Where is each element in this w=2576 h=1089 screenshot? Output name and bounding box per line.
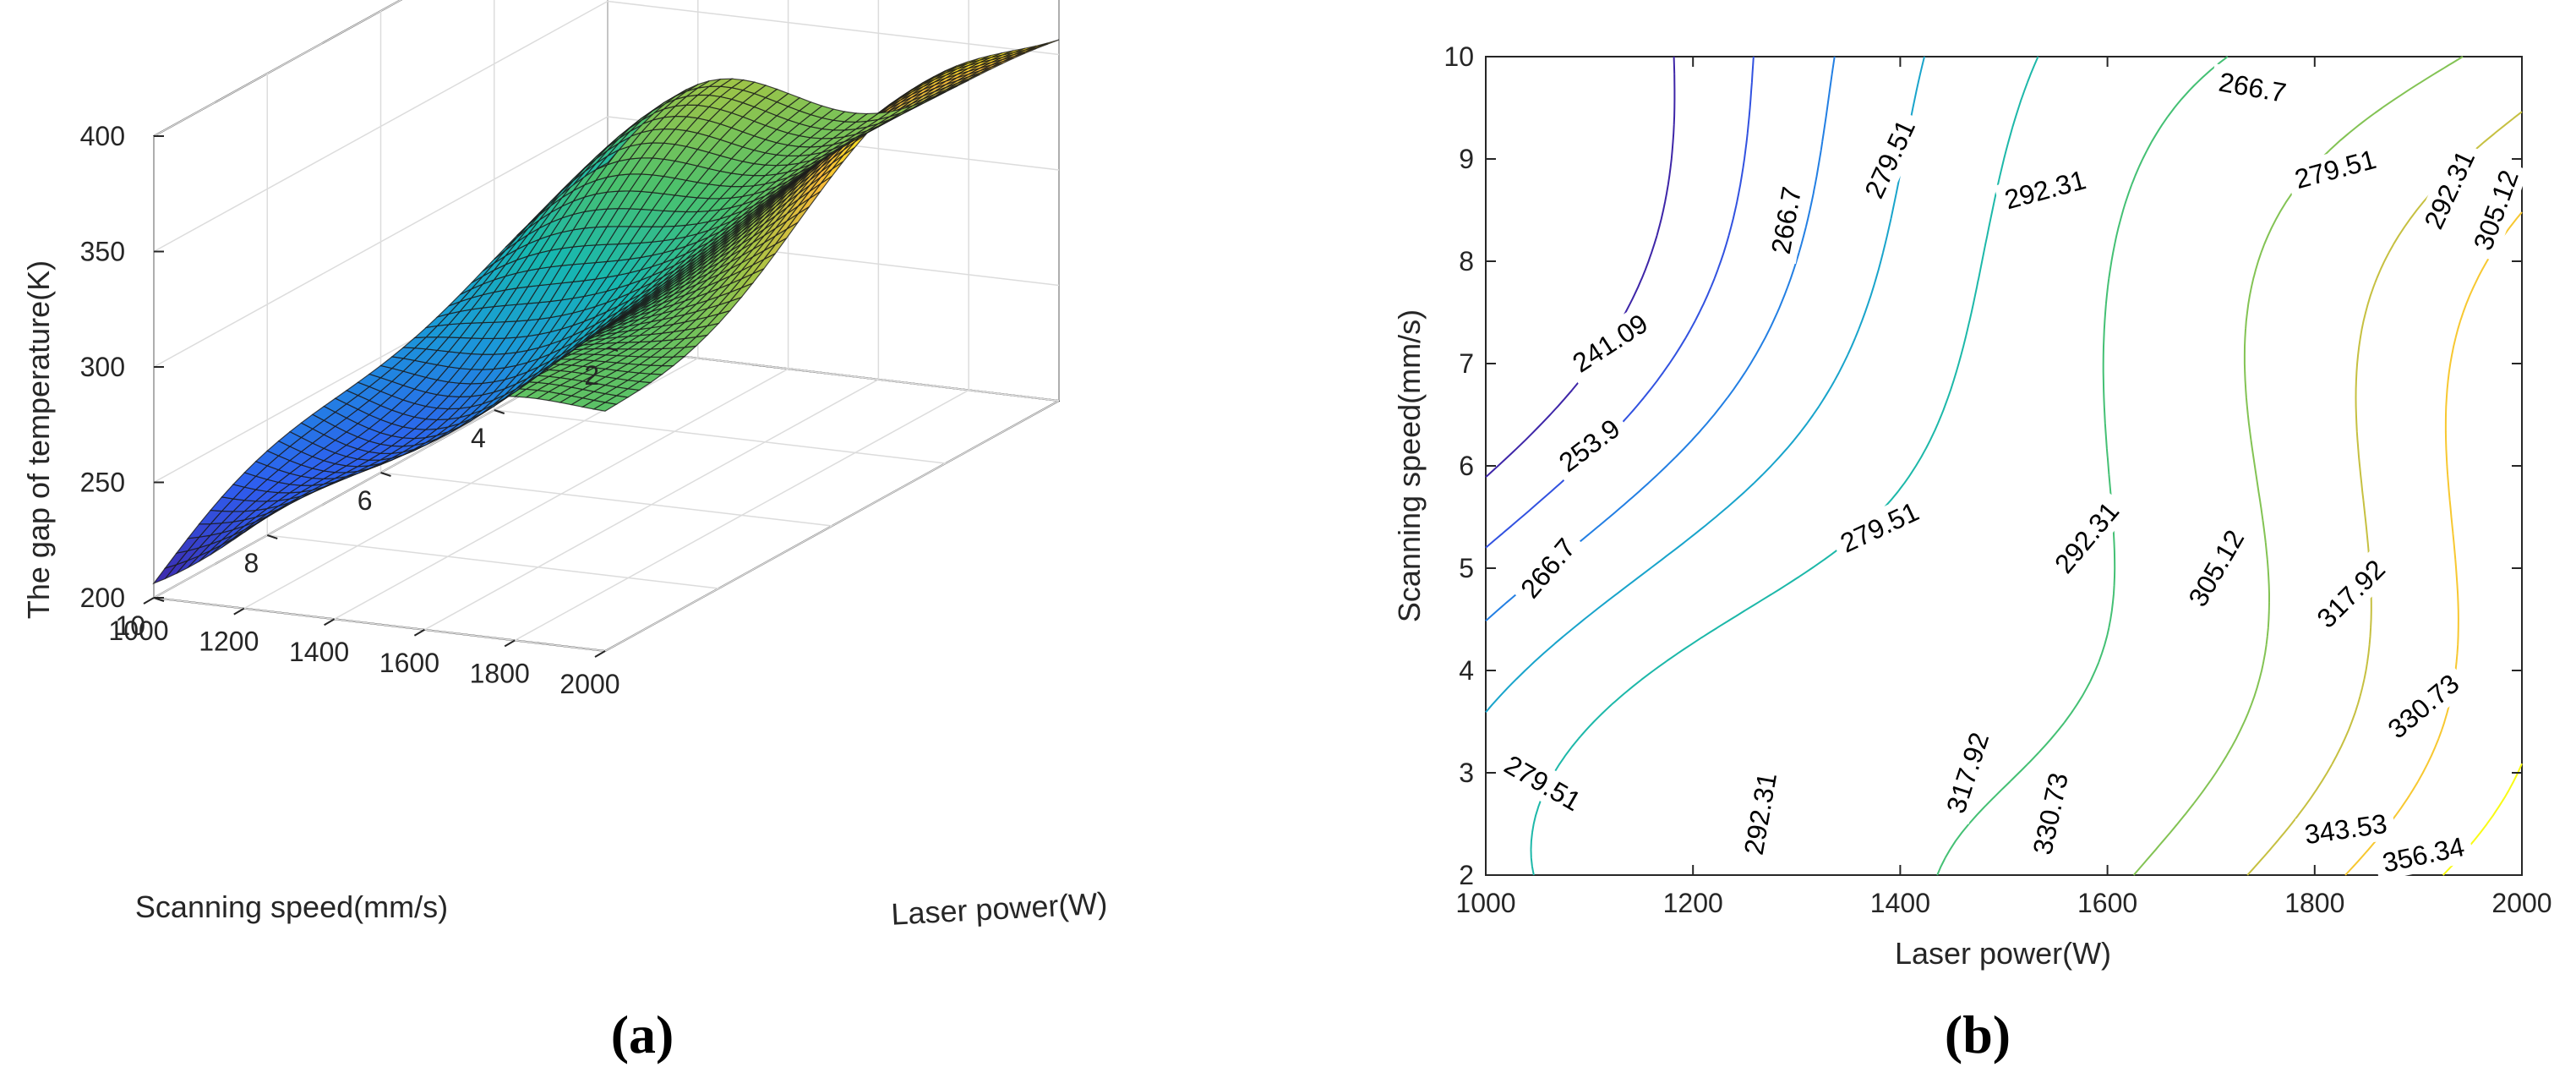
- surface-mesh: [152, 39, 1060, 585]
- y-tick-label: 10: [1444, 41, 1474, 72]
- grid-line: [153, 0, 609, 253]
- contour-label-bg: [1546, 407, 1633, 484]
- z-tick-label: 350: [80, 237, 125, 267]
- y-tick-label: 7: [1459, 348, 1474, 379]
- x-tick-label: 1600: [379, 648, 439, 678]
- tick-mark: [324, 618, 336, 627]
- contour-label-bg: [1853, 107, 1926, 211]
- x-tick-label: 1400: [289, 637, 349, 667]
- y-tick-label: 2: [1459, 860, 1474, 890]
- tick-mark: [413, 628, 425, 637]
- grid-line: [267, 534, 719, 589]
- panel-label-b: (b): [1945, 1004, 2011, 1064]
- contour-label-bg: [1559, 302, 1661, 384]
- contour-label-bg: [1994, 161, 2097, 219]
- x-tick-label: 1200: [1663, 888, 1723, 918]
- surface-plot: 1000 1200 1400 1600 1800 2000 2 4 6 8 10 200 250 30…: [21, 0, 1108, 1064]
- panel-label-a: (a): [611, 1004, 674, 1064]
- y-tick-label: 6: [1459, 451, 1474, 481]
- tick-mark: [266, 534, 278, 539]
- contour-label-bg: [1762, 177, 1810, 265]
- plot-frame-b: [1485, 56, 2523, 876]
- y-tick-label: 6: [357, 485, 373, 516]
- y-tick-label: 10: [115, 610, 145, 641]
- x-tick-label: 2000: [559, 669, 619, 699]
- x-tick-label: 1000: [1455, 888, 1515, 918]
- grid-line: [153, 597, 606, 652]
- tick-mark: [233, 607, 245, 616]
- tick-marks-b: [1485, 56, 2523, 876]
- x-tick-label: 1200: [199, 627, 259, 657]
- grid-line: [153, 0, 402, 137]
- x-tick-label: 1800: [2284, 888, 2344, 918]
- y-tick-label: 4: [471, 423, 486, 453]
- x-tick-label: 1600: [2077, 888, 2137, 918]
- grid-lines-3d: [153, 0, 1060, 652]
- contour-label-bg: [2413, 138, 2486, 241]
- contour-label-bg: [1735, 763, 1786, 865]
- contour-label-bg: [2295, 805, 2397, 853]
- y-tick-labels-a: 2 4 6 8 10: [115, 360, 599, 641]
- z-tick-label: 250: [80, 468, 125, 498]
- contour-label-bg: [2304, 547, 2398, 641]
- contour-label-bg: [1508, 525, 1588, 611]
- x-tick-label: 1400: [1870, 888, 1930, 918]
- contour-label-bg: [2177, 517, 2256, 619]
- tick-mark: [504, 639, 516, 648]
- contour-label-bg: [2042, 489, 2131, 586]
- tick-mark: [380, 472, 391, 477]
- z-tick-labels-a: 200 250 300 350 400: [80, 121, 125, 613]
- y-tick-label: 8: [1459, 246, 1474, 276]
- x-tick-label: 1800: [470, 658, 530, 688]
- contour-label-bg: [2284, 140, 2388, 199]
- tick-mark: [594, 650, 606, 658]
- grid-line: [494, 409, 946, 464]
- contour-line: [1530, 56, 2039, 876]
- y-tick-labels-b: 2 3 4 5 6 7 8 9 10: [1444, 41, 1474, 890]
- contour-line: [1936, 56, 2229, 876]
- x-tick-label: 2000: [2491, 888, 2551, 918]
- tick-mark: [494, 409, 505, 414]
- contour-label-bg: [2208, 63, 2296, 112]
- contour-label-bg: [2372, 828, 2475, 882]
- tick-marks-3d: [143, 135, 619, 658]
- grid-line: [380, 472, 832, 527]
- y-tick-label: 3: [1459, 758, 1474, 788]
- grid-line: [607, 0, 1060, 56]
- z-tick-label: 400: [80, 121, 125, 151]
- y-axis-label-b: Scanning speed(mm/s): [1392, 309, 1427, 622]
- x-axis-label-b: Laser power(W): [1895, 936, 2111, 971]
- tick-mark: [143, 597, 155, 605]
- y-tick-label: 8: [243, 548, 259, 578]
- contour-label-bg: [1828, 491, 1931, 564]
- y-tick-label: 5: [1459, 553, 1474, 583]
- surface-patch: [596, 149, 619, 170]
- contour-label-bg: [2463, 158, 2529, 262]
- y-axis-label-a: Scanning speed(mm/s): [135, 889, 448, 924]
- z-tick-label: 200: [80, 583, 125, 613]
- contour-label-bg: [2023, 762, 2077, 865]
- y-tick-label: 2: [584, 360, 599, 391]
- contour-label-bg: [2375, 662, 2472, 751]
- y-tick-label: 4: [1459, 655, 1474, 686]
- x-axis-label-a: Laser power(W): [890, 885, 1108, 931]
- contour-label: 330.73: [2023, 762, 2077, 865]
- x-tick-labels-b: 1000 1200 1400 1600 1800 2000: [1455, 888, 2551, 918]
- x-tick-label: 1000: [108, 616, 168, 646]
- contour-label-bg: [1492, 744, 1594, 823]
- contour-label: 266.7: [2208, 63, 2296, 112]
- grid-line: [153, 116, 609, 368]
- y-tick-label: 9: [1459, 144, 1474, 174]
- z-axis-label-a: The gap of temperature(K): [21, 260, 56, 619]
- contour-label-bg: [1936, 721, 1999, 824]
- z-tick-label: 300: [80, 352, 125, 382]
- x-tick-labels-a: 1000 1200 1400 1600 1800 2000: [108, 616, 619, 699]
- tick-mark: [607, 347, 619, 352]
